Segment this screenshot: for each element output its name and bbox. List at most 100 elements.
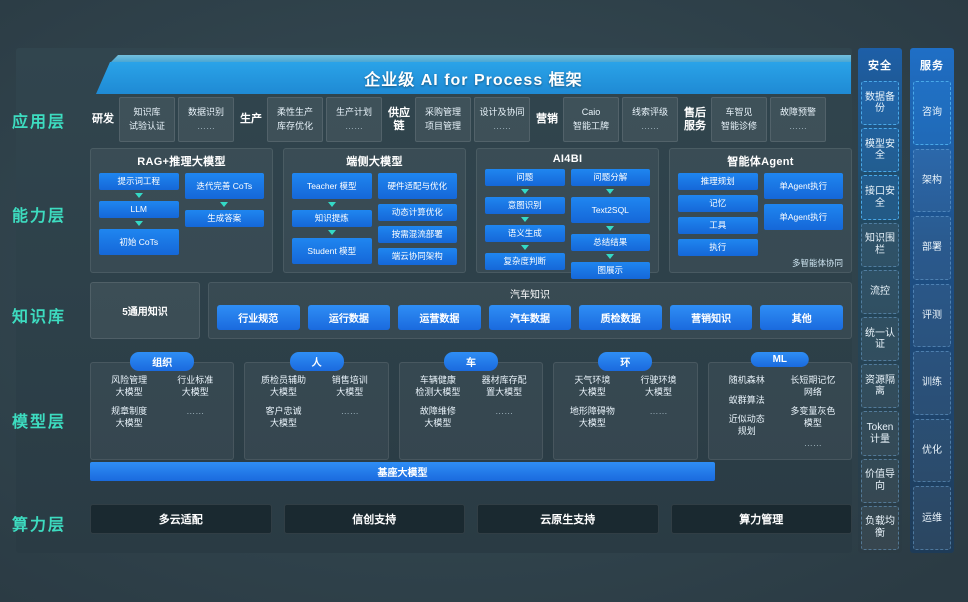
- capability-node[interactable]: 知识提炼: [292, 210, 372, 227]
- model-item[interactable]: 长短期记忆 网络: [790, 375, 836, 397]
- model-item[interactable]: 质检员辅助 大模型: [261, 375, 307, 397]
- sidebar-security-item[interactable]: 接口安全: [861, 175, 899, 220]
- model-item[interactable]: 地形障碍物 大模型: [569, 406, 615, 429]
- sidebar-security-item[interactable]: 数据备份: [861, 81, 899, 126]
- sidebar-security-item[interactable]: Token计量: [861, 411, 899, 456]
- sidebar-service-item[interactable]: 评测: [913, 283, 951, 348]
- capability-node[interactable]: 问题分解: [570, 169, 650, 186]
- knowledge-chip[interactable]: 运营数据: [398, 305, 481, 330]
- sidebar-security-item[interactable]: 价值导向: [861, 458, 899, 503]
- knowledge-chip[interactable]: 营销知识: [669, 305, 753, 330]
- capability-node[interactable]: 语义生成: [485, 225, 565, 242]
- sidebar-security-item[interactable]: 知识围栏: [861, 222, 899, 267]
- model-item[interactable]: 规章制度 大模型: [111, 406, 148, 429]
- sidebar-security-item[interactable]: 模型安全: [861, 128, 899, 173]
- app-cell[interactable]: 设计及协同 ……: [474, 97, 530, 142]
- app-cell[interactable]: 采购管理 项目管理: [415, 97, 471, 142]
- capability-node[interactable]: 动态计算优化: [377, 204, 457, 221]
- capability-node[interactable]: 端云协同架构: [377, 248, 457, 265]
- app-cell[interactable]: 线索评级 ……: [622, 97, 678, 142]
- model-group-pill[interactable]: ML: [750, 352, 810, 367]
- compute-cell[interactable]: 信创支持: [283, 504, 465, 534]
- app-cell-list: 采购管理 项目管理 设计及协同……: [415, 97, 530, 142]
- model-item[interactable]: 销售培训 大模型: [331, 375, 368, 397]
- model-item[interactable]: ……: [495, 406, 514, 417]
- app-cell[interactable]: 柔性生产 库存优化: [267, 97, 323, 142]
- capability-node[interactable]: 提示词工程: [99, 173, 179, 190]
- compute-cell[interactable]: 算力管理: [670, 504, 852, 534]
- knowledge-chip[interactable]: 汽车数据: [488, 305, 572, 330]
- model-item[interactable]: 天气环境 大模型: [574, 375, 611, 397]
- sidebar-security-item[interactable]: 流控: [861, 269, 899, 315]
- capability-node[interactable]: 意图识别: [485, 197, 565, 214]
- model-item[interactable]: 故障维修 大模型: [419, 406, 456, 429]
- capability-node[interactable]: Text2SQL: [570, 197, 650, 223]
- layer-label-capability: 能力层: [12, 208, 67, 225]
- app-cell[interactable]: 生产计划 ……: [326, 97, 382, 142]
- sidebar-service-item[interactable]: 咨询: [913, 81, 951, 145]
- sidebar-service-item[interactable]: 训练: [913, 351, 951, 415]
- capability-node[interactable]: 记忆: [678, 195, 758, 212]
- app-cell[interactable]: 车智见 智能诊修: [711, 97, 767, 142]
- model-item[interactable]: 风险管理 大模型: [111, 375, 148, 397]
- app-cell[interactable]: 知识库 试验认证: [119, 97, 175, 142]
- sidebar-service-item[interactable]: 架构: [913, 148, 951, 213]
- model-item[interactable]: ……: [186, 406, 205, 417]
- model-group-pill[interactable]: 组织: [130, 352, 195, 371]
- model-item[interactable]: 客户忠诚 大模型: [265, 406, 302, 429]
- knowledge-general-card[interactable]: 5通用知识: [90, 282, 200, 339]
- capability-column-right: 问题分解 Text2SQL 总结结果图展示: [570, 169, 650, 279]
- capability-node[interactable]: 按需混流部署: [377, 226, 457, 243]
- model-group-pill[interactable]: 人: [289, 352, 344, 371]
- capability-node[interactable]: 工具: [678, 217, 758, 234]
- capability-node[interactable]: 迭代完善 CoTs: [184, 173, 264, 199]
- base-model-bar[interactable]: 基座大模型: [90, 462, 715, 481]
- model-item[interactable]: 多变量灰色 模型: [790, 406, 836, 429]
- capability-node[interactable]: 推理规划: [678, 173, 758, 190]
- app-cell-line1: Caio: [581, 107, 601, 118]
- capability-node[interactable]: 图展示: [570, 262, 650, 279]
- compute-cell[interactable]: 云原生支持: [477, 504, 659, 534]
- knowledge-chip[interactable]: 运行数据: [307, 305, 391, 330]
- model-group-pill[interactable]: 环: [598, 352, 653, 371]
- capability-node[interactable]: 单Agent执行: [763, 204, 843, 230]
- model-item[interactable]: 器材库存配 置大模型: [481, 375, 527, 397]
- model-item[interactable]: 车辆健康 检测大模型: [415, 375, 461, 397]
- model-item[interactable]: 蚁群算法: [728, 394, 765, 405]
- app-cell[interactable]: 故障预警 ……: [770, 97, 826, 142]
- app-cell[interactable]: 数据识别 ……: [178, 97, 234, 142]
- capability-node[interactable]: 总结结果: [570, 234, 650, 251]
- sidebar-security-item[interactable]: 负载均衡: [861, 505, 899, 551]
- capability-node[interactable]: Student 模型: [292, 238, 372, 264]
- model-item[interactable]: 近似动态 规划: [728, 414, 765, 437]
- knowledge-chip[interactable]: 质检数据: [579, 305, 662, 330]
- compute-cell[interactable]: 多云适配: [90, 504, 272, 534]
- model-item[interactable]: 随机森林: [728, 375, 765, 385]
- capability-node[interactable]: 生成答案: [184, 210, 264, 227]
- capability-node[interactable]: 复杂度判断: [485, 253, 565, 270]
- capability-node[interactable]: LLM: [99, 201, 179, 218]
- capability-node[interactable]: 硬件适配与优化: [377, 173, 457, 199]
- app-group-2: 供应链 采购管理 项目管理 设计及协同……: [386, 97, 530, 142]
- model-item[interactable]: 行驶环境 大模型: [640, 375, 677, 397]
- app-cell[interactable]: Caio 智能工牌: [563, 97, 619, 142]
- model-item[interactable]: 行业标准 大模型: [177, 375, 214, 397]
- model-item[interactable]: ……: [803, 437, 822, 448]
- sidebar-security-item[interactable]: 资源隔离: [861, 364, 899, 409]
- model-item[interactable]: ……: [340, 406, 359, 417]
- model-item[interactable]: ……: [649, 406, 668, 417]
- model-column-0: 天气环境 大模型 地形障碍物 大模型: [562, 375, 622, 455]
- capability-node[interactable]: 问题: [485, 169, 565, 186]
- knowledge-chip[interactable]: 其他: [760, 305, 844, 330]
- sidebar-service-item[interactable]: 运维: [913, 486, 951, 551]
- knowledge-chip[interactable]: 行业规范: [217, 305, 300, 330]
- sidebar-security-item[interactable]: 统一认证: [861, 317, 899, 362]
- sidebar-service-item[interactable]: 优化: [913, 418, 951, 483]
- capability-node[interactable]: 执行: [678, 239, 758, 256]
- sidebar-service-item[interactable]: 部署: [913, 216, 951, 280]
- capability-node[interactable]: Teacher 模型: [292, 173, 372, 199]
- capability-node[interactable]: 单Agent执行: [763, 173, 843, 199]
- flow-arrow-down-icon: [220, 202, 229, 207]
- capability-node[interactable]: 初始 CoTs: [99, 229, 179, 255]
- model-group-pill[interactable]: 车: [444, 352, 499, 371]
